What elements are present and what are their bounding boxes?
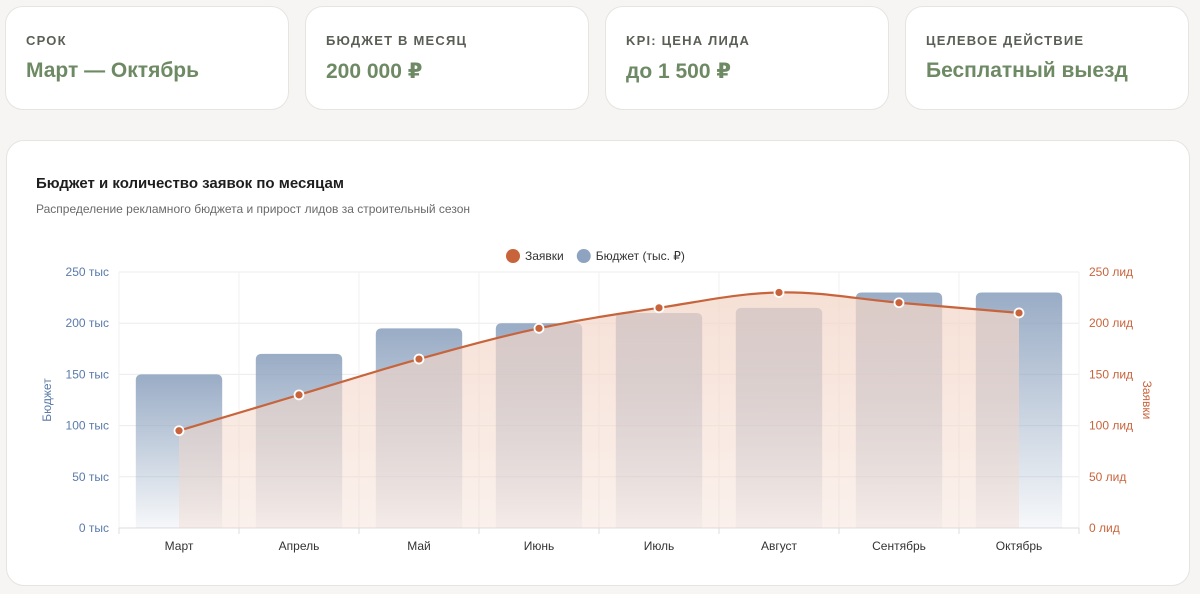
y-right-tick-label: 250 лид — [1089, 265, 1133, 279]
x-tick-label: Сентябрь — [872, 539, 926, 553]
kpi-label: Целевое действие — [926, 33, 1085, 48]
leads-point — [1013, 307, 1025, 319]
x-tick-label: Июнь — [524, 539, 555, 553]
leads-point — [173, 425, 185, 437]
x-tick-label: Март — [165, 539, 194, 553]
leads-line — [178, 291, 1020, 432]
legend-swatch — [506, 249, 520, 263]
kpi-card-period: Срок Март — Октябрь — [5, 6, 289, 110]
kpi-value: Бесплатный выезд — [926, 59, 1128, 82]
x-tick-label: Август — [761, 539, 798, 553]
x-tick-label: Июль — [644, 539, 675, 553]
y-left-tick-label: 150 тыс — [66, 367, 109, 381]
y-right-tick-label: 150 лид — [1089, 367, 1133, 381]
leads-points — [173, 287, 1025, 437]
y-right-tick-label: 50 лид — [1089, 470, 1126, 484]
kpi-row: Срок Март — Октябрь Бюджет в месяц 200 0… — [5, 6, 1191, 111]
legend-label: Заявки — [525, 249, 564, 263]
kpi-label: Срок — [26, 33, 67, 48]
kpi-value: до 1 500 ₽ — [626, 60, 731, 83]
legend-swatch — [576, 249, 591, 263]
y-left-axis-title: Бюджет — [40, 378, 54, 422]
y-left-tick-label: 50 тыс — [72, 470, 109, 484]
leads-point — [413, 353, 425, 365]
x-tick-label: Октябрь — [996, 539, 1043, 553]
chart-card: Бюджет и количество заявок по месяцам Ра… — [6, 140, 1190, 586]
legend-label: Бюджет (тыс. ₽) — [596, 249, 685, 263]
kpi-label: KPI: цена лида — [626, 33, 751, 48]
kpi-card-target-action: Целевое действие Бесплатный выезд — [905, 6, 1189, 110]
y-right-tick-label: 100 лид — [1089, 419, 1133, 433]
kpi-card-lead-cost: KPI: цена лида до 1 500 ₽ — [605, 6, 889, 110]
y-left-tick-label: 200 тыс — [66, 316, 109, 330]
x-tick-label: Апрель — [279, 539, 320, 553]
kpi-label: Бюджет в месяц — [326, 33, 468, 48]
leads-point — [293, 389, 305, 401]
y-right-tick-label: 200 лид — [1089, 316, 1133, 330]
kpi-value: 200 000 ₽ — [326, 60, 423, 83]
y-right-tick-label: 0 лид — [1089, 521, 1120, 535]
chart-title: Бюджет и количество заявок по месяцам — [36, 175, 344, 192]
y-left-tick-label: 0 тыс — [79, 521, 109, 535]
y-right-axis-title: Заявки — [1140, 381, 1154, 420]
kpi-card-budget: Бюджет в месяц 200 000 ₽ — [305, 6, 589, 110]
leads-point — [533, 322, 545, 334]
chart-svg: 0 тыс 50 тыс 100 тыс 150 тыс 200 тыс 250 тыс 0… — [40, 249, 1154, 553]
y-left-tick-label: 250 тыс — [66, 265, 109, 279]
chart-legend: Заявки Бюджет (тыс. ₽) — [506, 249, 685, 263]
y-left-tick-label: 100 тыс — [66, 419, 109, 433]
chart-subtitle: Распределение рекламного бюджета и приро… — [36, 202, 471, 216]
leads-point — [773, 287, 785, 298]
x-tick-label: Май — [407, 539, 431, 553]
kpi-value: Март — Октябрь — [26, 59, 200, 82]
leads-point — [893, 297, 905, 309]
leads-area — [179, 292, 1019, 528]
leads-point — [653, 302, 665, 314]
